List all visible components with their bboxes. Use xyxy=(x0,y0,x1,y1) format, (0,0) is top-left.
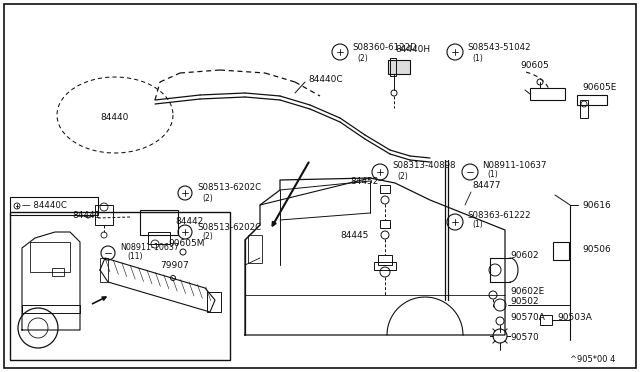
Bar xyxy=(95,205,113,225)
Text: (1): (1) xyxy=(472,54,483,62)
Bar xyxy=(388,60,410,74)
Bar xyxy=(10,212,230,360)
Text: N08911-10637: N08911-10637 xyxy=(482,160,547,170)
Bar xyxy=(148,232,170,244)
Text: S08360-6122D: S08360-6122D xyxy=(352,44,417,52)
Bar xyxy=(380,185,390,193)
Bar xyxy=(207,292,221,312)
Text: 84477: 84477 xyxy=(472,180,500,189)
Text: — 84440C: — 84440C xyxy=(22,202,67,211)
Bar xyxy=(540,315,552,325)
Bar xyxy=(10,197,98,215)
Bar xyxy=(22,305,80,313)
Text: N08911-10637: N08911-10637 xyxy=(120,243,179,251)
Bar xyxy=(577,95,607,105)
Text: 79907: 79907 xyxy=(160,260,189,269)
Text: 90502: 90502 xyxy=(510,298,539,307)
Bar xyxy=(390,58,396,76)
Bar xyxy=(52,268,64,276)
Text: 84440C: 84440C xyxy=(308,76,342,84)
Text: 84442: 84442 xyxy=(175,218,204,227)
Text: S08313-40898: S08313-40898 xyxy=(392,161,456,170)
Bar xyxy=(530,88,565,100)
Text: 90616: 90616 xyxy=(582,201,611,209)
Text: S08543-51042: S08543-51042 xyxy=(467,44,531,52)
Text: 90602E: 90602E xyxy=(510,288,544,296)
Text: S08513-6202C: S08513-6202C xyxy=(197,222,261,231)
Text: (2): (2) xyxy=(202,193,212,202)
Text: (2): (2) xyxy=(357,54,368,62)
Text: 84452: 84452 xyxy=(350,177,378,186)
Text: (11): (11) xyxy=(127,253,143,262)
Text: 84440: 84440 xyxy=(100,113,129,122)
Text: (2): (2) xyxy=(202,232,212,241)
Text: 84445: 84445 xyxy=(340,231,369,240)
Text: 90570A: 90570A xyxy=(510,314,545,323)
Text: (1): (1) xyxy=(487,170,498,180)
Text: (2): (2) xyxy=(397,171,408,180)
Text: S08363-61222: S08363-61222 xyxy=(467,211,531,219)
Bar xyxy=(100,258,108,282)
Text: 84441: 84441 xyxy=(72,211,100,219)
Bar xyxy=(30,242,70,272)
Bar xyxy=(374,262,396,270)
Bar xyxy=(378,255,392,265)
Text: 84440H: 84440H xyxy=(395,45,430,55)
Text: 90570: 90570 xyxy=(510,334,539,343)
Text: 90503A: 90503A xyxy=(557,314,592,323)
Bar xyxy=(553,242,569,260)
Text: (1): (1) xyxy=(472,221,483,230)
Bar xyxy=(380,220,390,228)
Text: 90605: 90605 xyxy=(520,61,548,70)
Bar xyxy=(580,100,588,118)
Bar xyxy=(248,235,262,263)
Text: S08513-6202C: S08513-6202C xyxy=(197,183,261,192)
Text: 90602: 90602 xyxy=(510,250,539,260)
Text: 90605E: 90605E xyxy=(582,83,616,93)
Text: ^905*00 4: ^905*00 4 xyxy=(570,356,616,365)
Text: 90506: 90506 xyxy=(582,246,611,254)
Text: 90605M: 90605M xyxy=(168,238,205,247)
Bar xyxy=(140,210,178,235)
